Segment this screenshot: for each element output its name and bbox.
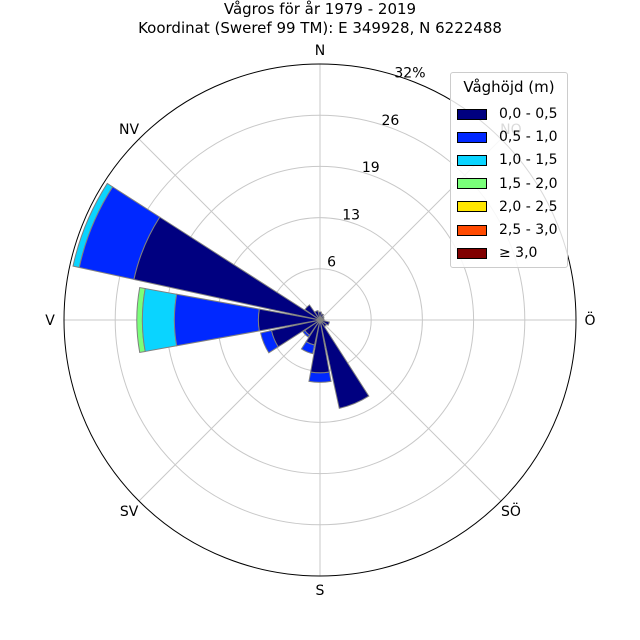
outer-circle — [63, 63, 577, 577]
direction-label-NV: NV — [119, 122, 139, 138]
bar-sector-12-bin-2 — [141, 287, 178, 353]
legend-swatch — [457, 178, 487, 190]
legend-label: 0,5 - 1,0 — [499, 129, 558, 146]
legend-swatch — [457, 154, 487, 166]
legend-swatch — [457, 201, 487, 213]
direction-label-SÖ: SÖ — [501, 502, 521, 520]
bar-sector-15-bin-0 — [314, 310, 321, 321]
legend-entry: 2,5 - 3,0 — [457, 221, 557, 239]
legend-label: 2,0 - 2,5 — [499, 198, 558, 215]
rose-bars — [72, 182, 370, 409]
legend-swatch — [457, 108, 487, 120]
radial-tick-label: 19 — [362, 160, 380, 176]
legend-entry: 1,0 - 1,5 — [457, 151, 557, 169]
legend-label: 2,5 - 3,0 — [499, 222, 558, 238]
legend-swatch — [457, 247, 487, 259]
legend: Våghöjd (m) 0,0 - 0,5 0,5 - 1,0 1,0 - 1,5 1… — [450, 72, 568, 268]
bar-sector-8-bin-1 — [308, 371, 332, 383]
legend-swatch — [457, 224, 487, 236]
chart-title: Vågros för år 1979 - 2019 — [223, 0, 417, 18]
legend-entry: 0,0 - 0,5 — [457, 105, 557, 123]
bar-sector-8-bin-0 — [310, 319, 330, 374]
bar-sector-12-bin-0 — [257, 308, 321, 332]
legend-swatch — [457, 131, 487, 143]
bar-sector-9-bin-0 — [305, 319, 321, 346]
bar-sector-10-bin-0 — [304, 319, 321, 336]
direction-label-SV: SV — [120, 504, 139, 520]
bar-sector-7-bin-0 — [319, 319, 370, 409]
radial-tick-label: 13 — [342, 207, 360, 223]
radial-tick-label: 26 — [381, 113, 399, 129]
bar-sector-11-bin-0 — [270, 319, 321, 348]
radial-tick-label: 6 — [327, 255, 336, 271]
direction-label-S: S — [316, 583, 325, 599]
legend-title: Våghöjd (m) — [463, 78, 555, 96]
bar-sector-14-bin-0 — [304, 304, 321, 321]
bar-sector-13-bin-0 — [133, 216, 321, 321]
grid-spoke-4 — [319, 319, 502, 502]
legend-label: 0,0 - 0,5 — [499, 106, 558, 122]
direction-label-N: N — [315, 43, 325, 59]
direction-label-V: V — [45, 313, 55, 329]
polar-grid — [63, 63, 577, 577]
legend-entry: ≥ 3,0 — [457, 244, 537, 262]
grid-spoke-6 — [138, 319, 321, 502]
legend-entry: 2,0 - 2,5 — [457, 198, 557, 216]
legend-entry: 0,5 - 1,0 — [457, 128, 557, 146]
legend-label: 1,5 - 2,0 — [499, 175, 558, 192]
direction-label-Ö: Ö — [584, 311, 595, 329]
legend-entry: 1,5 - 2,0 — [457, 175, 557, 193]
legend-label: 1,0 - 1,5 — [499, 152, 558, 169]
grid-spoke-8 — [138, 138, 321, 321]
radial-tick-label: 32% — [394, 65, 425, 81]
chart-subtitle: Koordinat (Sweref 99 TM): E 349928, N 62… — [138, 19, 502, 37]
legend-label: ≥ 3,0 — [499, 245, 538, 262]
